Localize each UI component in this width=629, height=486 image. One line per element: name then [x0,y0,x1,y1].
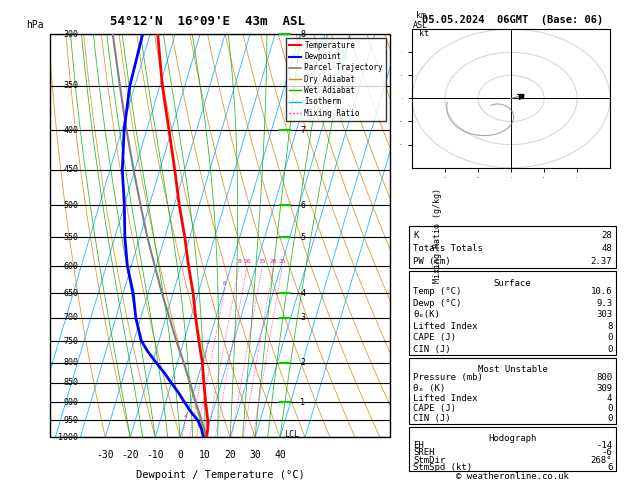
Text: PW (cm): PW (cm) [413,257,450,266]
Text: kt: kt [419,29,428,38]
Text: 4: 4 [607,394,612,403]
Text: 900: 900 [64,398,78,407]
Text: 4: 4 [300,289,305,297]
Text: 10: 10 [199,450,211,459]
Text: 7: 7 [300,126,305,135]
Text: 400: 400 [64,126,78,135]
Text: Totals Totals: Totals Totals [413,244,483,253]
Bar [409,427,616,471]
Text: -6: -6 [601,448,612,457]
Text: CAPE (J): CAPE (J) [413,404,456,413]
Text: 25: 25 [279,259,286,264]
Text: 950: 950 [64,416,78,425]
Text: Lifted Index: Lifted Index [413,322,477,330]
Text: 1: 1 [300,398,305,407]
Text: StmSpd (kt): StmSpd (kt) [413,463,472,472]
Text: 8: 8 [237,259,241,264]
Text: LCL: LCL [284,430,299,438]
Text: SREH: SREH [413,448,435,457]
Text: 450: 450 [64,165,78,174]
Text: 2: 2 [300,358,305,367]
Text: 40: 40 [274,450,286,459]
Text: 700: 700 [64,313,78,322]
Text: CIN (J): CIN (J) [413,414,450,423]
Text: 6: 6 [607,463,612,472]
Text: 30: 30 [249,450,261,459]
Text: 800: 800 [64,358,78,367]
Text: CIN (J): CIN (J) [413,345,450,354]
Text: 48: 48 [601,244,612,253]
Text: -30: -30 [96,450,114,459]
Text: 268°: 268° [591,456,612,465]
Text: 05.05.2024  06GMT  (Base: 06): 05.05.2024 06GMT (Base: 06) [422,15,603,25]
Text: Surface: Surface [494,278,532,288]
Text: 54°12'N  16°09'E  43m  ASL: 54°12'N 16°09'E 43m ASL [110,15,305,28]
Text: -14: -14 [596,441,612,450]
Text: 500: 500 [64,201,78,209]
Text: 600: 600 [64,262,78,271]
Text: Pressure (mb): Pressure (mb) [413,373,483,382]
Text: StmDir: StmDir [413,456,445,465]
Text: 8: 8 [607,322,612,330]
Text: 850: 850 [64,379,78,387]
Text: Mixing Ratio (g/kg): Mixing Ratio (g/kg) [433,188,442,283]
Text: km
ASL: km ASL [413,11,428,30]
Text: Dewpoint / Temperature (°C): Dewpoint / Temperature (°C) [136,469,304,480]
Text: 309: 309 [596,383,612,393]
Text: 0: 0 [607,345,612,354]
Text: K: K [413,231,418,240]
Text: 0: 0 [607,333,612,342]
Text: θₑ(K): θₑ(K) [413,310,440,319]
Text: 20: 20 [225,450,236,459]
Text: 550: 550 [64,233,78,242]
Text: Most Unstable: Most Unstable [477,365,548,374]
Text: 5: 5 [300,233,305,242]
Text: 10: 10 [243,259,251,264]
Legend: Temperature, Dewpoint, Parcel Trajectory, Dry Adiabat, Wet Adiabat, Isotherm, Mi: Temperature, Dewpoint, Parcel Trajectory… [286,38,386,121]
Text: 0: 0 [607,414,612,423]
Text: hPa: hPa [26,20,44,30]
Text: 28: 28 [601,231,612,240]
Text: 303: 303 [596,310,612,319]
Text: -10: -10 [147,450,164,459]
Text: Temp (°C): Temp (°C) [413,287,462,296]
Text: 15: 15 [259,259,266,264]
Text: 750: 750 [64,336,78,346]
Text: 5: 5 [205,340,209,345]
Text: © weatheronline.co.uk: © weatheronline.co.uk [456,472,569,481]
Bar [409,226,616,268]
Text: 4: 4 [183,414,187,418]
Text: 8: 8 [300,30,305,38]
Text: 1000: 1000 [58,433,78,442]
Text: θₑ (K): θₑ (K) [413,383,445,393]
Text: 350: 350 [64,81,78,90]
Text: 0: 0 [607,404,612,413]
Text: Lifted Index: Lifted Index [413,394,477,403]
Text: -20: -20 [121,450,139,459]
Text: 3: 3 [300,313,305,322]
Text: 6: 6 [223,281,227,286]
Bar [409,358,616,424]
Text: 800: 800 [596,373,612,382]
Text: 0: 0 [177,450,183,459]
Text: 6: 6 [300,201,305,209]
Text: 20: 20 [270,259,277,264]
Text: 2.37: 2.37 [591,257,612,266]
Text: 650: 650 [64,289,78,297]
Text: CAPE (J): CAPE (J) [413,333,456,342]
Text: Dewp (°C): Dewp (°C) [413,299,462,308]
Text: 300: 300 [64,30,78,38]
Text: 10.6: 10.6 [591,287,612,296]
Text: 9.3: 9.3 [596,299,612,308]
Text: Hodograph: Hodograph [489,434,537,443]
Text: EH: EH [413,441,424,450]
Bar [409,271,616,355]
Bar [50,34,390,437]
